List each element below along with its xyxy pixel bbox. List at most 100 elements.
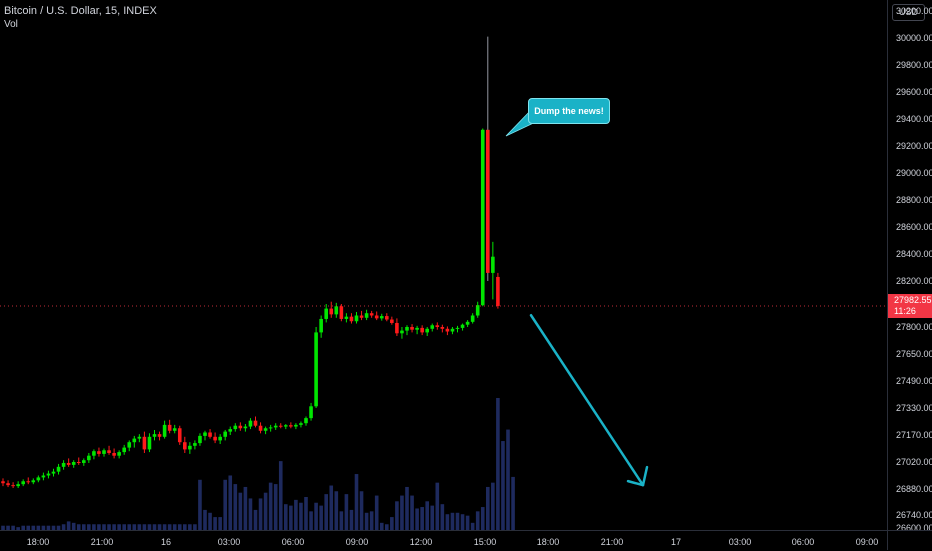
candle[interactable]: [46, 470, 51, 479]
candle[interactable]: [16, 481, 20, 489]
candle[interactable]: [410, 324, 414, 333]
candle[interactable]: [157, 431, 162, 441]
candle[interactable]: [324, 304, 328, 323]
candle[interactable]: [304, 416, 308, 426]
candle[interactable]: [137, 434, 142, 443]
candle[interactable]: [97, 447, 101, 457]
candle[interactable]: [344, 313, 349, 323]
candle[interactable]: [253, 416, 258, 428]
candle[interactable]: [385, 313, 389, 322]
candle[interactable]: [339, 304, 344, 322]
candle[interactable]: [400, 327, 404, 339]
candle[interactable]: [87, 453, 91, 463]
candle[interactable]: [41, 472, 46, 481]
candle[interactable]: [142, 431, 147, 453]
candle[interactable]: [218, 434, 222, 444]
chart-area[interactable]: Bitcoin / U.S. Dollar, 15, INDEX Vol Dum…: [0, 0, 887, 530]
candle[interactable]: [263, 426, 268, 435]
candle[interactable]: [172, 424, 177, 434]
candle[interactable]: [11, 482, 15, 489]
candle[interactable]: [319, 315, 323, 338]
candle[interactable]: [268, 424, 273, 432]
candle[interactable]: [177, 425, 182, 445]
candle[interactable]: [354, 312, 359, 324]
candle[interactable]: [289, 422, 293, 429]
candle[interactable]: [238, 422, 243, 431]
candle[interactable]: [430, 323, 435, 332]
candle[interactable]: [127, 440, 132, 452]
candle[interactable]: [349, 313, 354, 324]
candle[interactable]: [284, 424, 288, 430]
candle[interactable]: [405, 325, 409, 336]
candle[interactable]: [299, 421, 303, 428]
candle[interactable]: [359, 310, 364, 321]
candle[interactable]: [329, 301, 334, 318]
candle[interactable]: [71, 460, 76, 468]
candle[interactable]: [213, 432, 217, 444]
candle[interactable]: [152, 429, 157, 441]
candle[interactable]: [76, 457, 81, 465]
candle[interactable]: [445, 326, 450, 336]
candle[interactable]: [475, 301, 480, 318]
candle[interactable]: [278, 423, 283, 429]
candle[interactable]: [147, 433, 152, 453]
candle[interactable]: [309, 402, 313, 421]
candle[interactable]: [26, 477, 31, 485]
candle[interactable]: [117, 450, 121, 459]
candle[interactable]: [460, 323, 465, 331]
candle[interactable]: [314, 327, 318, 408]
candle[interactable]: [334, 302, 339, 318]
candle[interactable]: [198, 433, 202, 446]
candle[interactable]: [6, 480, 10, 488]
candle[interactable]: [228, 426, 233, 435]
candle[interactable]: [193, 440, 197, 450]
candle[interactable]: [223, 429, 227, 441]
candle[interactable]: [496, 272, 500, 309]
candle[interactable]: [273, 423, 278, 430]
candle[interactable]: [480, 128, 485, 307]
candle[interactable]: [162, 420, 167, 439]
candle[interactable]: [440, 324, 445, 333]
volume-legend[interactable]: Vol: [4, 19, 18, 30]
candle[interactable]: [233, 423, 238, 432]
candle[interactable]: [132, 435, 137, 448]
candle[interactable]: [465, 320, 470, 327]
candle[interactable]: [379, 313, 384, 321]
candle[interactable]: [92, 449, 96, 460]
price-chart[interactable]: [0, 0, 887, 530]
candle[interactable]: [420, 325, 424, 336]
candle[interactable]: [470, 313, 475, 324]
candle[interactable]: [294, 423, 298, 430]
candle[interactable]: [1, 478, 5, 487]
candle[interactable]: [183, 436, 187, 453]
candle[interactable]: [203, 430, 207, 441]
candle[interactable]: [36, 475, 41, 483]
price-axis[interactable]: USD 30200.00 30000.00 29800.00 29600.00 2940…: [887, 0, 932, 533]
candle[interactable]: [435, 322, 440, 330]
candle[interactable]: [188, 442, 192, 454]
candle[interactable]: [167, 419, 172, 434]
candle[interactable]: [390, 316, 394, 325]
candle[interactable]: [248, 418, 253, 430]
candle[interactable]: [450, 327, 455, 335]
candle[interactable]: [415, 325, 419, 335]
candle[interactable]: [243, 424, 248, 432]
annotation-callout[interactable]: Dump the news!: [528, 98, 610, 124]
candle[interactable]: [107, 445, 111, 455]
candle[interactable]: [425, 327, 429, 336]
candle[interactable]: [208, 429, 212, 439]
candle[interactable]: [455, 325, 460, 333]
projection-arrow[interactable]: [529, 314, 649, 487]
candle[interactable]: [102, 448, 106, 457]
candle[interactable]: [21, 479, 25, 487]
candle[interactable]: [112, 448, 116, 459]
candle[interactable]: [56, 463, 61, 475]
candle[interactable]: [395, 318, 399, 336]
candle[interactable]: [66, 458, 71, 467]
candle[interactable]: [374, 311, 379, 321]
candle[interactable]: [491, 241, 495, 300]
symbol-title[interactable]: Bitcoin / U.S. Dollar, 15, INDEX: [4, 5, 157, 17]
candle[interactable]: [51, 468, 56, 477]
candle[interactable]: [258, 422, 263, 434]
candle[interactable]: [122, 444, 126, 455]
